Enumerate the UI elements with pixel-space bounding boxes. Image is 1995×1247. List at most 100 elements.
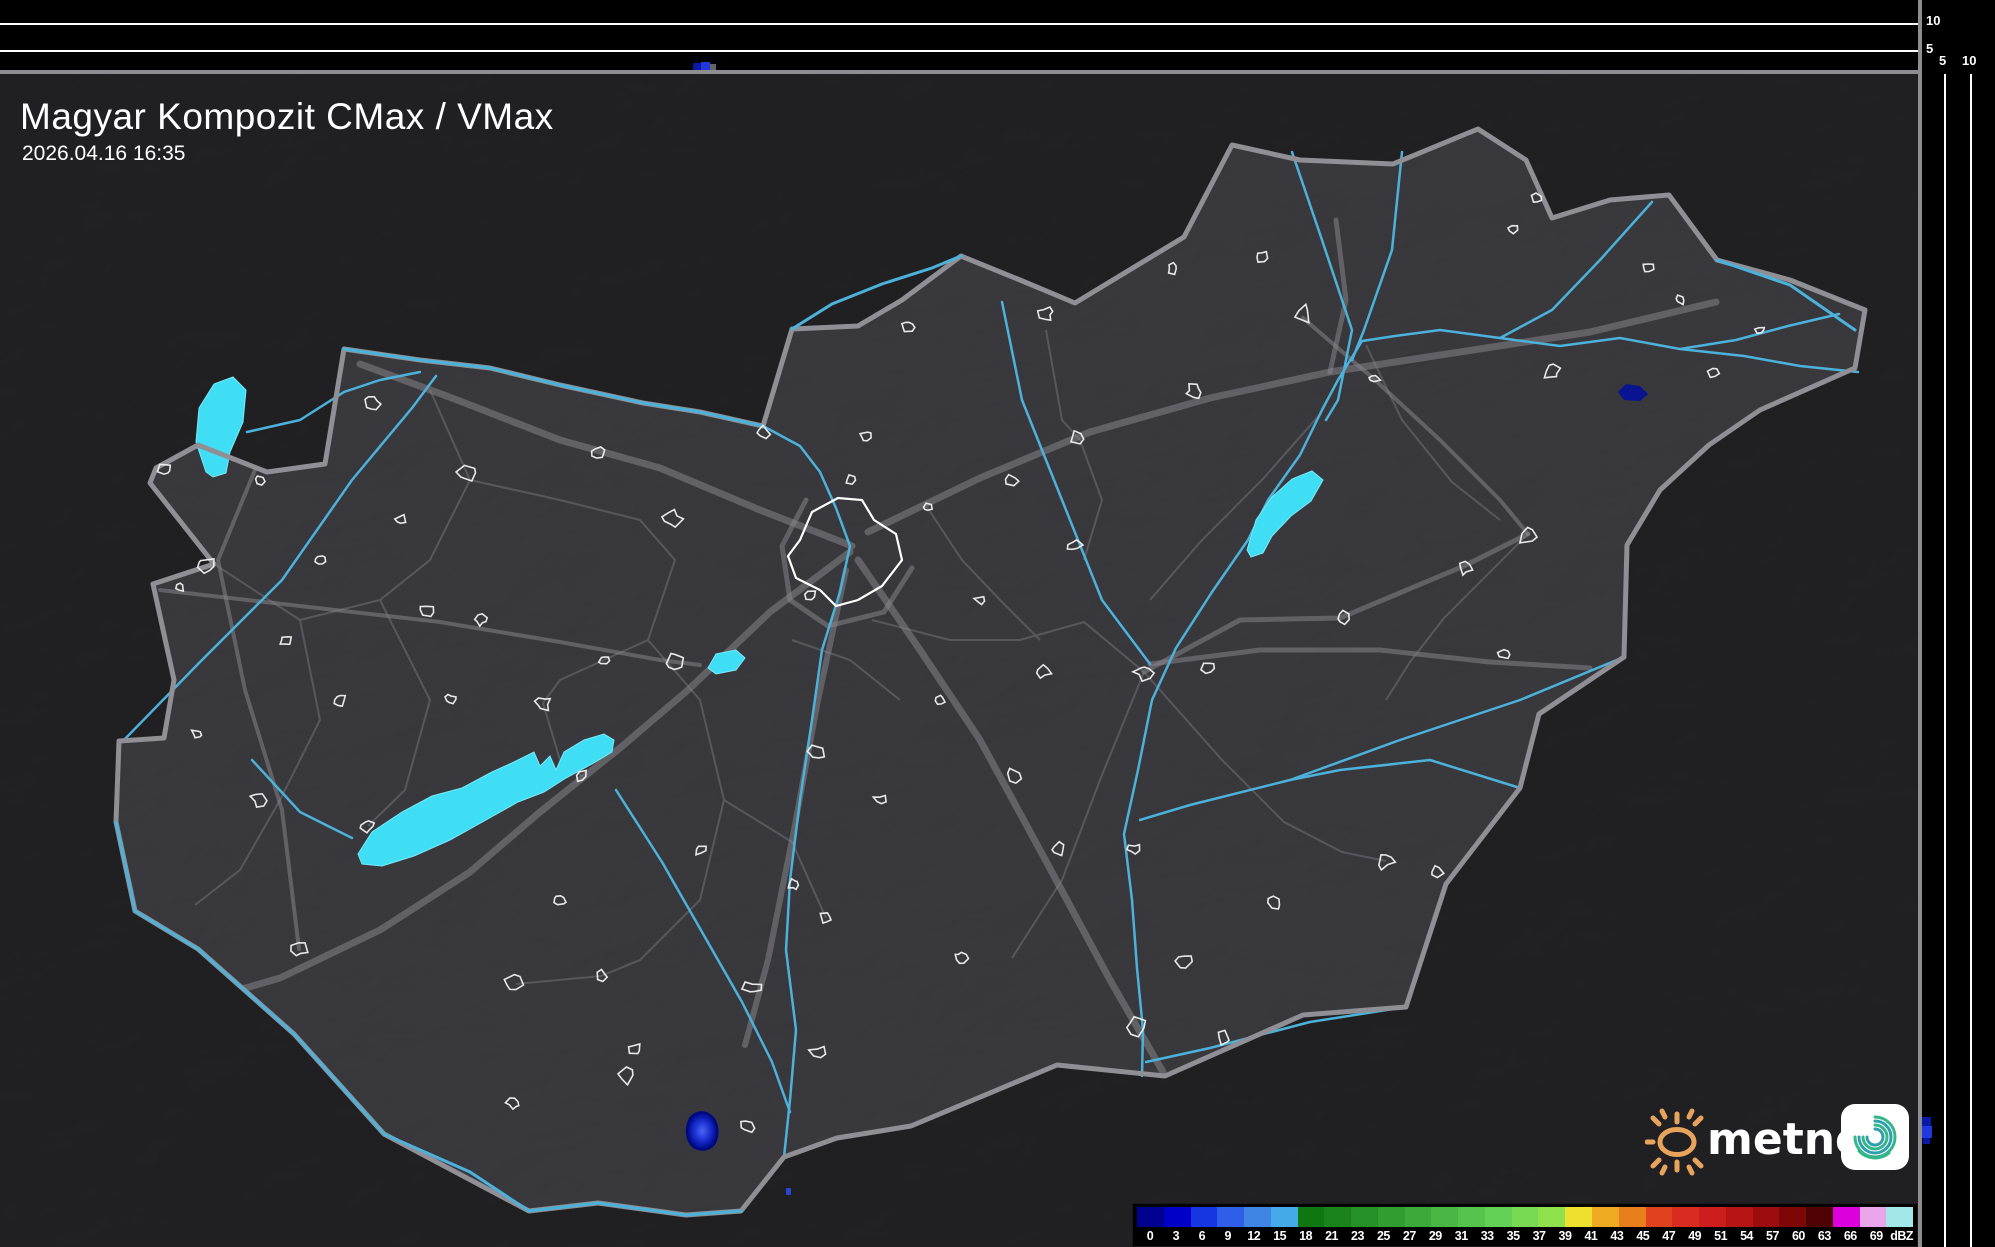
river xyxy=(1288,758,1522,790)
city-outline xyxy=(174,582,185,593)
legend-cell xyxy=(1806,1207,1833,1227)
city-outline xyxy=(845,473,857,485)
border-river xyxy=(1715,258,1857,332)
city-outline xyxy=(1167,261,1178,276)
river xyxy=(245,370,422,434)
legend-cell xyxy=(1458,1207,1485,1227)
city-outline xyxy=(597,656,611,665)
legend-cell xyxy=(1779,1207,1807,1227)
legend-tick-label: 12 xyxy=(1247,1228,1261,1243)
legend-tick-label: 43 xyxy=(1610,1228,1624,1243)
border-river xyxy=(342,347,765,428)
legend-tick-label: 23 xyxy=(1351,1228,1364,1243)
city-outline xyxy=(473,613,489,628)
legend-cell xyxy=(1431,1207,1459,1227)
city-outline xyxy=(393,513,407,525)
city-outline xyxy=(1367,374,1382,383)
city-outline xyxy=(1217,1029,1230,1047)
river xyxy=(1138,655,1626,822)
city-outline xyxy=(803,590,817,601)
page-title: Magyar Kompozit CMax / VMax xyxy=(20,96,554,137)
legend-cell xyxy=(1859,1207,1887,1227)
profile-echo xyxy=(710,64,716,70)
city-outline xyxy=(1675,294,1685,306)
legend-cell xyxy=(1672,1207,1700,1227)
city-outline xyxy=(627,1042,641,1055)
legend-cell xyxy=(1699,1207,1726,1227)
legend-tick-label: 35 xyxy=(1506,1228,1520,1243)
city-outline xyxy=(1431,864,1445,879)
legend-tick-label: 39 xyxy=(1558,1228,1572,1243)
legend-tick-label: 37 xyxy=(1532,1228,1546,1243)
radar-map[interactable]: Magyar Kompozit CMax / VMax 2026.04.16 1… xyxy=(0,74,1918,1247)
river-network xyxy=(120,150,1860,1159)
timestamp: 2026.04.16 16:35 xyxy=(22,142,186,165)
river xyxy=(1122,312,1841,1078)
river xyxy=(1290,150,1354,422)
county-border xyxy=(1045,329,1104,561)
echo-south xyxy=(685,1111,719,1151)
city-outline xyxy=(279,635,293,646)
river xyxy=(1498,200,1654,340)
city-outline xyxy=(922,502,934,512)
city-outline xyxy=(1753,326,1766,335)
terrain-relief xyxy=(0,74,1918,1247)
profile-echo xyxy=(1922,1117,1931,1126)
city-outline xyxy=(934,694,947,706)
profile-gridline-5km xyxy=(0,50,1918,52)
county-border xyxy=(871,619,1145,673)
city-outline xyxy=(1706,367,1721,379)
county-border xyxy=(1365,344,1501,521)
vertical-ruler-label-5: 5 xyxy=(1926,41,1934,56)
legend-cell xyxy=(1538,1207,1566,1227)
county-border xyxy=(213,389,472,622)
outside-country-shade xyxy=(0,74,1918,1247)
city-outline xyxy=(1496,648,1511,660)
city-outline xyxy=(454,464,477,483)
legend-tick-label: 9 xyxy=(1224,1228,1232,1243)
city-outline xyxy=(616,1066,634,1087)
metnet-app-icon xyxy=(1841,1104,1909,1170)
border-river xyxy=(292,1032,743,1217)
city-outline xyxy=(1642,263,1655,273)
vertical-ruler-label-10: 10 xyxy=(1926,13,1941,28)
legend-cell xyxy=(1832,1207,1860,1227)
legend-tick-label: 0 xyxy=(1146,1228,1154,1243)
city-outline xyxy=(156,463,172,475)
city-outline xyxy=(190,729,203,739)
legend-cell xyxy=(1324,1207,1352,1227)
metnet-logo[interactable]: metnet xyxy=(1644,1104,1917,1180)
profile-gridline-10km xyxy=(0,23,1918,25)
road xyxy=(166,548,854,1014)
profile-echo xyxy=(693,63,701,72)
city-outlines xyxy=(156,192,1766,1134)
road xyxy=(742,567,849,1048)
road xyxy=(1141,531,1531,675)
city-outline xyxy=(248,792,268,809)
legend-tick-label: 3 xyxy=(1172,1228,1180,1243)
city-outline xyxy=(590,446,606,459)
city-outline xyxy=(196,557,215,575)
city-outline xyxy=(359,820,376,834)
legend-tick-label: 45 xyxy=(1636,1228,1650,1243)
city-outline xyxy=(665,652,685,671)
river xyxy=(1000,300,1152,666)
legend-tick-label: 29 xyxy=(1428,1228,1442,1243)
hungary-map-canvas xyxy=(0,74,1918,1247)
city-outline xyxy=(444,693,457,705)
legend-tick-label: 54 xyxy=(1740,1228,1753,1243)
road-network xyxy=(158,217,1720,1076)
road xyxy=(854,556,1167,1076)
legend-cell xyxy=(1270,1207,1298,1227)
city-outline xyxy=(1506,224,1519,235)
city-outline xyxy=(1066,539,1085,551)
city-outline xyxy=(290,941,309,957)
city-outline xyxy=(1004,473,1020,487)
lake-velence xyxy=(707,649,746,675)
legend-cell xyxy=(1511,1207,1539,1227)
top-height-profile-panel[interactable] xyxy=(0,0,1995,74)
legend-cell xyxy=(1137,1207,1164,1227)
right-height-profile-panel[interactable]: 10 5 5 10 xyxy=(1918,0,1995,1247)
city-outline xyxy=(1530,192,1543,203)
city-outline xyxy=(871,794,887,805)
